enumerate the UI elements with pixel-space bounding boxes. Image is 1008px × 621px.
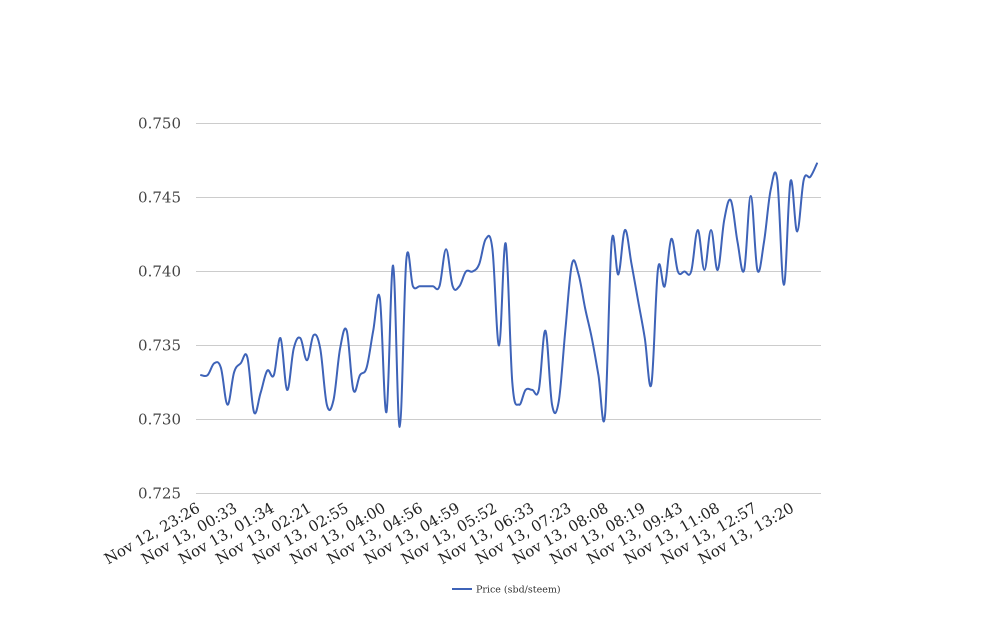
- legend[interactable]: Price (sbd/steem): [452, 585, 561, 596]
- gridlines: [196, 123, 821, 494]
- y-tick-label: 0.750: [138, 115, 181, 133]
- series-lines: [200, 162, 818, 428]
- y-tick-label: 0.725: [138, 485, 181, 503]
- y-tick-label: 0.735: [138, 337, 181, 355]
- y-tick-label: 0.745: [138, 189, 181, 207]
- series-line: [200, 162, 818, 428]
- y-axis-ticks: 0.725 0.730 0.735 0.740 0.745 0.750: [138, 115, 181, 503]
- y-tick-label: 0.730: [138, 411, 181, 429]
- y-tick-label: 0.740: [138, 263, 181, 281]
- legend-label: Price (sbd/steem): [476, 585, 561, 596]
